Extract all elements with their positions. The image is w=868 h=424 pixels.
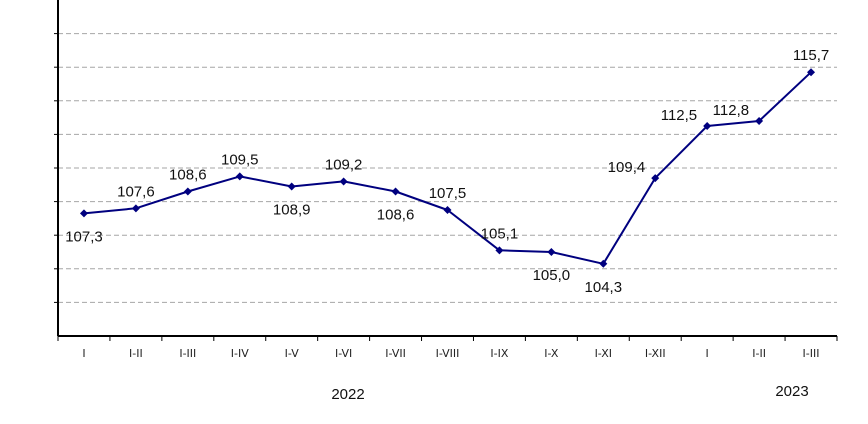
year-label-2022: 2022 [331, 386, 364, 403]
data-label: 112,8 [713, 102, 749, 119]
x-tick-label: I-III [179, 347, 196, 360]
data-label: 109,2 [325, 156, 363, 173]
data-label: 108,9 [273, 201, 311, 218]
x-tick-label: I-IV [231, 347, 249, 360]
x-tick-label: I-III [803, 347, 820, 360]
x-tick-label: I-V [285, 347, 300, 360]
x-tick-label: I-VI [335, 347, 352, 360]
x-tick-label: I [82, 347, 85, 360]
data-point-marker [287, 182, 296, 191]
data-point-marker [391, 187, 400, 196]
data-labels: 107,3 107,6 108,6 109,5 108,9 109,2 108,6 107,5… [65, 47, 829, 296]
data-label: 109,4 [608, 159, 646, 176]
data-label: 105,1 [481, 225, 519, 242]
data-label: 105,0 [533, 267, 571, 284]
data-point-marker [599, 259, 608, 268]
x-tick-label: I-II [752, 347, 766, 360]
x-tick-label: I-X [544, 347, 559, 360]
data-label: 108,6 [377, 207, 415, 224]
x-tick-label: I-VIII [436, 347, 460, 360]
data-point-marker [183, 187, 192, 196]
x-tick-label: I-II [129, 347, 143, 360]
data-point-marker [235, 172, 244, 181]
x-tick-labels: I I-II I-III I-IV I-V I-VI I-VII I-VIII I-IX I-X I… [82, 347, 819, 360]
data-point-marker [79, 209, 88, 218]
data-label: 104,3 [585, 279, 623, 296]
data-point-marker [443, 206, 452, 214]
x-tick-label: I-VII [385, 347, 406, 360]
data-point-marker [131, 204, 140, 213]
data-label: 112,5 [661, 107, 697, 124]
data-label: 115,7 [793, 47, 829, 64]
data-point-marker [651, 174, 660, 183]
data-point-marker [703, 122, 712, 130]
data-point-marker [547, 248, 556, 256]
data-point-marker [755, 116, 764, 125]
data-label: 107,5 [429, 185, 467, 202]
x-tick-label: I [706, 347, 709, 360]
gridlines [58, 33, 837, 303]
x-tick-label: I-XII [645, 347, 666, 360]
data-label: 107,6 [117, 183, 155, 200]
data-point-marker [807, 68, 816, 77]
data-point-marker [339, 177, 348, 186]
axes [54, 0, 838, 341]
data-label: 109,5 [221, 151, 259, 168]
data-label: 108,6 [169, 167, 207, 184]
year-label-2023: 2023 [775, 383, 808, 400]
x-tick-label: I-IX [490, 347, 508, 360]
data-label: 107,3 [65, 228, 103, 245]
data-point-marker [495, 246, 504, 255]
series [79, 68, 816, 268]
x-tick-label: I-XI [595, 347, 612, 360]
